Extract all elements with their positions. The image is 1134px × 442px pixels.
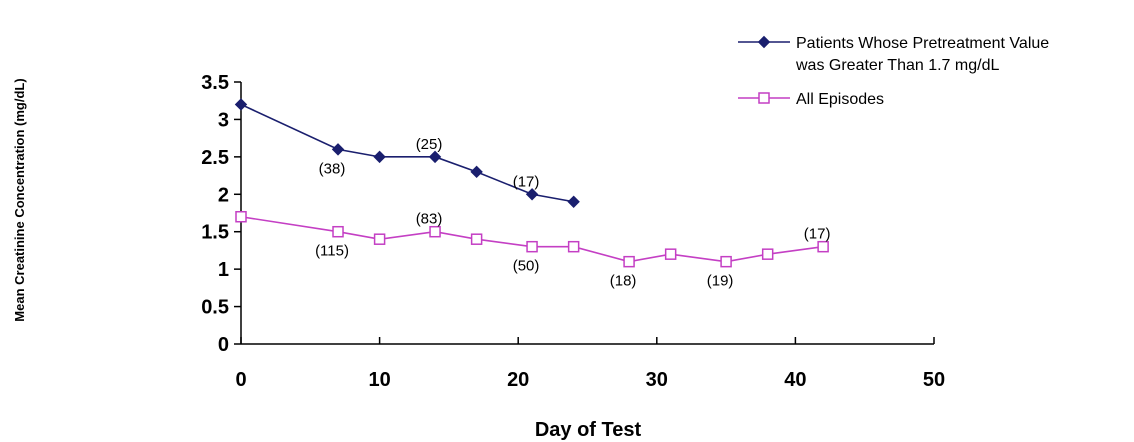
data-point: [332, 225, 344, 238]
data-point: [567, 195, 580, 208]
data-point: [761, 248, 774, 260]
data-point: [525, 188, 539, 201]
data-point: [757, 35, 771, 49]
data-label: (18): [610, 273, 637, 290]
data-point: [429, 225, 441, 238]
y-tick-label: 0: [218, 334, 229, 356]
series: [235, 210, 829, 268]
data-label: (115): [315, 243, 349, 260]
y-tick-label: 2: [218, 184, 229, 206]
data-point: [470, 233, 483, 245]
series-line: [240, 215, 824, 263]
x-axis-label: Day of Test: [535, 419, 642, 441]
data-point: [470, 165, 483, 179]
data-point: [428, 150, 442, 164]
data-point: [526, 240, 538, 253]
annotations-group: (38) (25) (17) (115) (83) (50) (18) (19) (17): [315, 136, 830, 290]
axes: 0 0.5 1 1.5 2 2.5 3 3.5 0 10 20 30 40 50: [201, 72, 945, 391]
data-point: [664, 248, 677, 260]
x-tick-label: 20: [507, 369, 529, 391]
y-axis-label: Mean Creatinine Concentration (mg/dL): [12, 78, 27, 321]
data-label: (50): [513, 258, 540, 275]
data-point: [817, 240, 829, 253]
y-tick-label: 1.5: [201, 222, 229, 244]
y-tick-label: 0.5: [201, 297, 229, 319]
legend-label: Patients Whose Pretreatment Value: [796, 35, 1049, 52]
data-label: (17): [804, 226, 831, 243]
legend: Patients Whose Pretreatment Value was Gre…: [738, 35, 1049, 108]
data-point: [331, 143, 345, 156]
y-tick-label: 1: [218, 259, 229, 281]
series-group: [234, 98, 829, 268]
x-tick-label: 10: [368, 369, 390, 391]
data-label: (25): [416, 136, 443, 153]
data-label: (17): [513, 173, 540, 190]
y-tick-label: 3: [218, 109, 229, 131]
y-tick-label: 2.5: [201, 147, 229, 169]
series: [234, 98, 580, 208]
data-point: [373, 233, 386, 245]
x-tick-label: 30: [646, 369, 668, 391]
x-tick-label: 40: [784, 369, 806, 391]
data-point: [567, 240, 580, 253]
data-point: [373, 150, 386, 164]
data-point: [720, 255, 732, 268]
data-point: [758, 92, 770, 104]
legend-label: was Greater Than 1.7 mg/dL: [795, 57, 999, 74]
data-label: (19): [707, 273, 734, 290]
data-label: (38): [319, 160, 346, 177]
y-tick-label: 3.5: [201, 72, 229, 94]
x-tick-label: 0: [235, 369, 246, 391]
data-point: [623, 255, 635, 268]
data-label: (83): [416, 211, 443, 228]
legend-label: All Episodes: [796, 91, 884, 108]
data-point: [234, 98, 248, 111]
x-tick-label: 50: [923, 369, 945, 391]
data-point: [235, 210, 247, 223]
